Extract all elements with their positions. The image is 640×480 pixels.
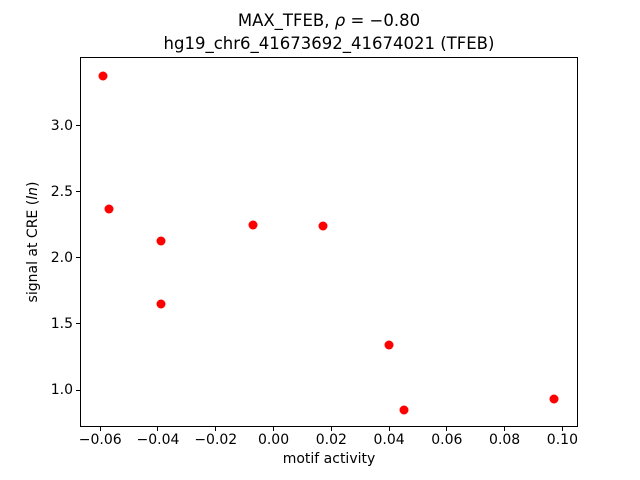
y-tick (76, 125, 80, 127)
x-tick-label: 0.08 (489, 432, 521, 448)
x-tick (215, 427, 217, 431)
x-tick-label: 0.06 (431, 432, 463, 448)
y-axis-label-italic: ln (25, 187, 41, 200)
y-tick (76, 257, 80, 259)
y-tick (76, 323, 80, 325)
y-tick (76, 191, 80, 193)
x-tick-label: −0.02 (194, 432, 238, 448)
chart-title-line2: hg19_chr6_41673692_41674021 (TFEB) (163, 34, 495, 53)
y-tick-label: 3.0 (50, 117, 73, 134)
y-tick (76, 389, 80, 391)
y-tick-label: 1.5 (50, 315, 73, 332)
y-tick-label: 2.5 (50, 183, 73, 200)
x-tick (330, 427, 332, 431)
x-axis-label: motif activity (282, 451, 376, 467)
y-tick-label: 2.0 (50, 249, 73, 266)
data-point (104, 204, 114, 214)
data-point (248, 220, 258, 230)
x-tick (504, 427, 506, 431)
data-point (98, 71, 108, 80)
data-point (156, 236, 166, 246)
x-tick (99, 427, 101, 431)
chart-title: MAX_TFEB, ρ = −0.80 hg19_chr6_41673692_4… (80, 9, 578, 55)
x-tick (157, 427, 159, 431)
y-axis-label-suffix: ) (25, 181, 41, 188)
y-axis-label: signal at CRE (ln) (25, 142, 41, 342)
plot-area (80, 57, 578, 427)
x-tick-label: 0.02 (315, 432, 347, 448)
data-point (549, 394, 559, 404)
data-point (318, 221, 328, 231)
y-axis-label-prefix: signal at CRE ( (25, 199, 41, 303)
data-point (156, 299, 166, 309)
x-tick-label: 0.04 (373, 432, 405, 448)
y-tick-label: 1.0 (50, 382, 73, 398)
rho-symbol: ρ (334, 11, 346, 30)
title-suffix: = −0.80 (345, 11, 421, 30)
x-tick (561, 427, 563, 431)
data-point (384, 340, 394, 350)
x-tick (446, 427, 448, 431)
x-tick-label: 0.00 (257, 432, 290, 448)
x-tick-label: −0.04 (136, 432, 180, 448)
x-tick-label: −0.06 (78, 432, 122, 448)
x-tick-label: 0.10 (546, 432, 578, 448)
title-prefix: MAX_TFEB, (237, 11, 335, 30)
data-point (399, 405, 409, 415)
x-tick (273, 427, 275, 431)
chart-title-line1: MAX_TFEB, ρ = −0.80 (80, 9, 578, 32)
x-tick (388, 427, 390, 431)
